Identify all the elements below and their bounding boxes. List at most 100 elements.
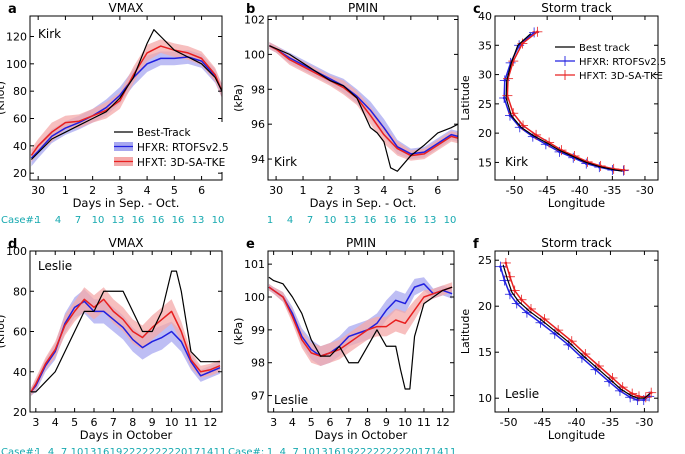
x-tick-label: 4: [380, 184, 387, 197]
case-label: Case#:: [1, 215, 37, 226]
track-point: [622, 168, 626, 172]
track-point: [570, 339, 574, 343]
case-number: 14: [431, 447, 444, 454]
x-axis-label: Longitude: [548, 428, 605, 442]
y-tick-label: 101: [244, 258, 265, 271]
x-tick-label: 2: [89, 184, 96, 197]
track-point: [513, 289, 516, 292]
x-tick-label: 9: [149, 416, 156, 429]
case-number: 11: [214, 447, 227, 454]
case-number: 22: [123, 447, 136, 454]
track-point: [611, 376, 614, 380]
y-tick-label: 100: [244, 48, 265, 61]
case-number: 7: [307, 215, 313, 226]
y-tick-label: 102: [244, 13, 265, 26]
case-number: 10: [212, 215, 225, 226]
case-label: Case#:: [1, 447, 37, 454]
track-point: [525, 311, 529, 314]
y-tick-label: 40: [478, 10, 492, 23]
x-tick-label: 5: [407, 184, 414, 197]
x-tick-label: 4: [144, 184, 151, 197]
x-tick-label: -35: [603, 184, 621, 197]
x-tick-label: 11: [184, 416, 198, 429]
y-tick-label: 25: [478, 98, 492, 111]
case-number: 17: [188, 447, 201, 454]
x-tick-label: 3: [116, 184, 123, 197]
x-tick-label: 10: [165, 416, 179, 429]
track-point: [642, 398, 646, 402]
panel-a: 30 1 2 3 4 5 6 20 40 60 80 100 120 VMAX a Days in Sep. …: [0, 1, 229, 226]
plot-area-f: [495, 257, 657, 406]
x-tick-label: 6: [434, 184, 441, 197]
panel-letter: a: [8, 2, 17, 17]
panel-letter: e: [246, 237, 255, 252]
y-tick-label: 35: [478, 39, 492, 52]
x-tick-label: 6: [327, 416, 334, 429]
y-tick-label: 97: [251, 390, 265, 403]
x-tick-label: 3: [353, 184, 360, 197]
track-point: [567, 343, 570, 347]
y-tick-label: 98: [251, 83, 265, 96]
x-tick-label: 11: [417, 416, 431, 429]
x-tick-label: 5: [171, 184, 178, 197]
plot-area-a: [30, 29, 222, 167]
panel-b: 30 1 2 3 4 5 6 94 96 98 100 102 PMIN b Days in Sep. - …: [232, 1, 459, 226]
case-number: 1: [267, 447, 273, 454]
y-tick-label: 80: [13, 85, 27, 98]
y-tick-label: 30: [478, 69, 492, 82]
hfxt-line: [505, 262, 652, 399]
case-number: 14: [201, 447, 214, 454]
case-number: 22: [354, 447, 367, 454]
case-number: 19: [110, 447, 123, 454]
track-point: [553, 332, 557, 336]
case-number: 10: [71, 447, 84, 454]
y-tick-label: 60: [13, 326, 27, 339]
best-track-line: [268, 276, 453, 390]
panel-title: Storm track: [541, 236, 611, 250]
case-number: 13: [84, 447, 97, 454]
legend-hfxr-label: HFXR: RTOFSv2.5: [137, 142, 229, 154]
x-tick-label: -50: [506, 184, 524, 197]
case-number: 16: [404, 215, 417, 226]
x-tick-label: 30: [269, 184, 283, 197]
axes-frame: [267, 15, 459, 181]
case-number: 11: [444, 447, 457, 454]
y-tick-label: 25: [478, 254, 492, 267]
legend-best-label: Best-Track: [137, 127, 191, 139]
x-tick-label: 8: [364, 416, 371, 429]
case-number: 17: [418, 447, 431, 454]
track-point: [630, 392, 634, 395]
band-hfxr: [268, 277, 453, 366]
y-tick-label: 100: [6, 58, 27, 71]
x-axis-label: Days in Sep. - Oct.: [73, 196, 180, 210]
panel-title: PMIN: [346, 236, 376, 250]
x-tick-label: 2: [326, 184, 333, 197]
panel-letter: f: [473, 237, 479, 252]
case-number: 16: [132, 215, 145, 226]
case-number: 4: [55, 215, 61, 226]
y-tick-label: 15: [478, 346, 492, 359]
panel-c: -50 -45 -40 -35 -30 15 20 25 30 35 40 Storm track c L…: [459, 1, 666, 210]
case-number: 7: [293, 447, 299, 454]
case-number: 13: [315, 447, 328, 454]
x-axis-label: Longitude: [548, 196, 605, 210]
y-tick-label: 20: [478, 127, 492, 140]
y-tick-label: 96: [251, 118, 265, 131]
track-point: [580, 356, 584, 360]
plot-area-e: [268, 276, 453, 390]
y-tick-label: 100: [244, 291, 265, 304]
x-tick-label: 30: [31, 184, 45, 197]
x-tick-label: 12: [436, 416, 450, 429]
case-number: 13: [344, 215, 357, 226]
y-tick-label: 98: [251, 357, 265, 370]
y-tick-label: 94: [251, 153, 265, 166]
storm-name: Leslie: [38, 259, 72, 273]
case-number: 19: [341, 447, 354, 454]
x-tick-label: 12: [203, 416, 217, 429]
track-point: [504, 261, 508, 265]
x-tick-label: -35: [601, 416, 619, 429]
y-tick-label: 120: [6, 31, 27, 44]
track-point: [508, 275, 512, 279]
